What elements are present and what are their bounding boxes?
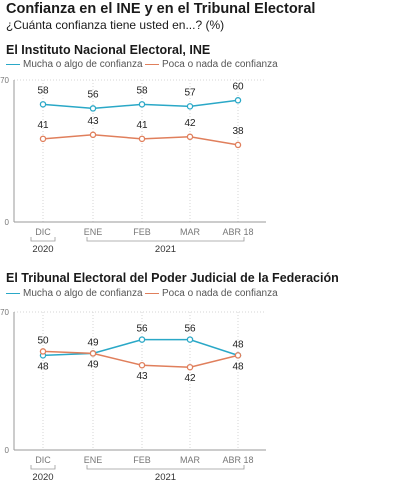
year-bracket-2021 [86, 465, 245, 470]
page-subtitle: ¿Cuánta confianza tiene usted en...? (%) [6, 18, 225, 32]
chart1-legend-item-1: Mucha o algo de confianza [6, 59, 143, 70]
chart2-tribunal-line-chart: 0 70 DIC ENE FEB MAR ABR 18 2020 2021 48 49 56 56 48 5… [0, 308, 266, 483]
chart1-ine-line-chart: 0 70 DIC ENE FEB MAR ABR 18 2020 2021 58 56 58 57 60 4… [0, 76, 266, 255]
series-2-point-5 [234, 352, 242, 359]
series-2-point-4 [186, 133, 194, 141]
series-1-data-label-3: 58 [136, 85, 148, 96]
series-2-data-label-5: 38 [232, 126, 244, 137]
y-tick-label-0: 0 [5, 218, 10, 227]
series-1-point-4 [186, 336, 194, 343]
x-tick-label-4: MAR [180, 455, 201, 465]
year-label-2020: 2020 [32, 472, 53, 483]
series-1-data-label-2: 56 [87, 89, 99, 100]
chart1-legend-swatch-1 [6, 64, 20, 65]
series-1-point-1 [39, 101, 47, 108]
chart2-title: El Tribunal Electoral del Poder Judicial… [6, 271, 339, 285]
page-title: Confianza en el INE y en el Tribunal Ele… [6, 1, 316, 17]
x-tick-label-2: ENE [84, 227, 103, 237]
y-tick-label-0: 0 [5, 446, 10, 455]
year-label-2020: 2020 [32, 244, 53, 255]
series-2-point-3 [138, 361, 146, 369]
series-1-data-label-1: 58 [37, 85, 49, 96]
chart1-legend-item-2: Poca o nada de confianza [145, 59, 278, 70]
series-2-data-label-1: 50 [37, 335, 49, 346]
series-2-point-1 [39, 135, 47, 143]
chart1-legend-swatch-2 [145, 64, 159, 65]
x-tick-label-1: DIC [35, 455, 51, 465]
chart2-legend-item-2: Poca o nada de confianza [145, 288, 278, 299]
y-tick-label-70: 70 [0, 308, 9, 317]
series-1-data-label-5: 60 [232, 81, 244, 92]
series-1-data-label-1: 48 [37, 361, 49, 372]
series-2-data-label-4: 42 [184, 118, 196, 129]
chart1-legend-label-1: Mucha o algo de confianza [23, 59, 143, 70]
series-1-data-label-2: 49 [87, 337, 99, 348]
series-2-data-label-4: 42 [184, 373, 196, 384]
series-2-point-3 [138, 135, 146, 143]
year-bracket-2020 [30, 465, 56, 470]
chart2-legend-label-1: Mucha o algo de confianza [23, 288, 143, 299]
series-1-point-3 [138, 101, 146, 108]
series-1-data-label-3: 56 [136, 324, 148, 335]
chart2-legend-item-1: Mucha o algo de confianza [6, 288, 143, 299]
series-1-data-label-5: 48 [232, 339, 244, 350]
x-tick-label-5: ABR 18 [222, 227, 253, 237]
x-tick-label-4: MAR [180, 227, 201, 237]
series-2-data-label-2: 43 [87, 116, 99, 127]
series-1-point-5 [234, 97, 242, 104]
series-2-point-5 [234, 141, 242, 149]
series-2-point-1 [39, 348, 47, 355]
chart2-legend-swatch-2 [145, 293, 159, 294]
series-2-data-label-3: 41 [136, 120, 148, 131]
chart1-title: El Instituto Nacional Electoral, INE [6, 43, 211, 57]
year-bracket-2020 [30, 237, 56, 242]
chart2-legend-swatch-1 [6, 293, 20, 294]
chart2-legend-label-2: Poca o nada de confianza [162, 288, 278, 299]
x-tick-label-3: FEB [133, 227, 151, 237]
series-2-point-4 [186, 363, 194, 371]
series-1-data-label-4: 57 [184, 87, 196, 98]
series-1-point-2 [89, 105, 97, 112]
year-label-2021: 2021 [155, 244, 176, 255]
year-label-2021: 2021 [155, 472, 176, 483]
series-2-point-2 [89, 131, 97, 139]
chart1-legend-label-2: Poca o nada de confianza [162, 59, 278, 70]
series-2-data-label-5: 48 [232, 361, 244, 372]
y-tick-label-70: 70 [0, 76, 9, 85]
series-1-point-4 [186, 103, 194, 110]
series-2-data-label-3: 43 [136, 371, 148, 382]
x-tick-label-1: DIC [35, 227, 51, 237]
x-tick-label-2: ENE [84, 455, 103, 465]
series-2-data-label-1: 41 [37, 120, 49, 131]
x-tick-label-5: ABR 18 [222, 455, 253, 465]
series-2-data-label-2: 49 [87, 359, 99, 370]
series-1-point-3 [138, 336, 146, 343]
x-tick-label-3: FEB [133, 455, 151, 465]
year-bracket-2021 [86, 237, 245, 242]
series-1-data-label-4: 56 [184, 324, 196, 335]
series-2-point-2 [89, 350, 97, 357]
